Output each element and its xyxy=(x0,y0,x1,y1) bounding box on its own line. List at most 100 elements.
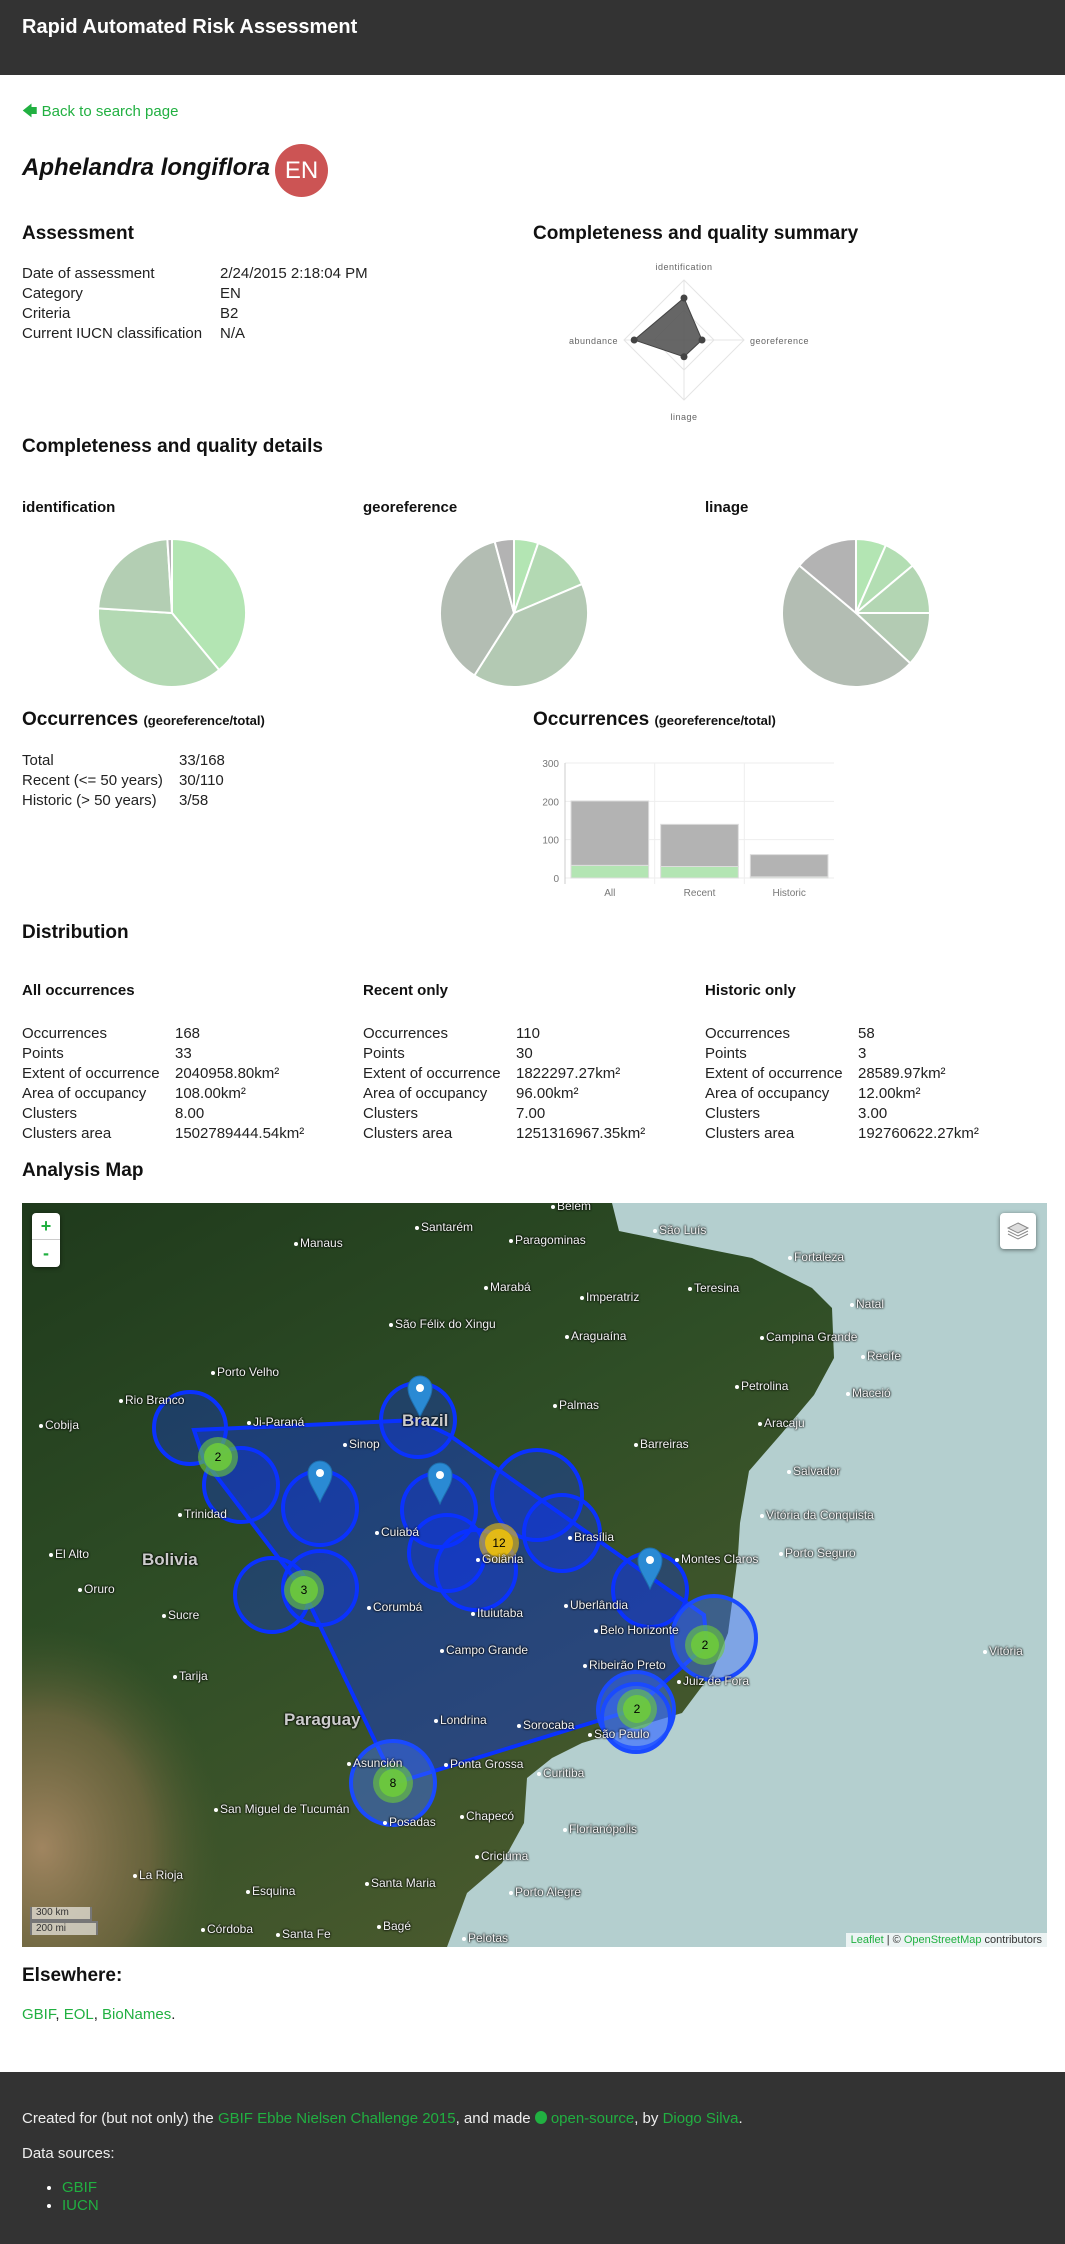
credits-text: , and made xyxy=(455,2110,535,2127)
radar-label-georeference: georeference xyxy=(750,336,809,346)
map-place-label: Santa Fe xyxy=(276,1927,331,1941)
row-label: Occurrences xyxy=(363,1025,449,1042)
elsewhere-links: GBIF, EOL, BioNames. xyxy=(22,2006,176,2023)
map-place-label: Rio Branco xyxy=(119,1393,184,1407)
table-row: Points 33 xyxy=(22,1044,304,1064)
table-row: Area of occupancy 96.00km² xyxy=(363,1084,645,1104)
layers-button[interactable] xyxy=(1000,1213,1036,1249)
eol-link[interactable]: EOL xyxy=(63,2006,94,2023)
table-row: Occurrences 168 xyxy=(22,1024,304,1044)
row-value: 28589.97km² xyxy=(858,1065,946,1082)
challenge-link[interactable]: GBIF Ebbe Nielsen Challenge 2015 xyxy=(217,2110,456,2127)
map-place-label: La Rioja xyxy=(133,1868,183,1882)
row-label: Area of occupancy xyxy=(22,1085,147,1102)
cluster-count: 2 xyxy=(215,1450,222,1464)
gbif-link[interactable]: GBIF xyxy=(22,2006,56,2023)
map-pin-icon xyxy=(407,1375,433,1419)
row-label: Total xyxy=(22,752,54,769)
map-place-label: Maceió xyxy=(846,1386,891,1400)
radar-label-identification: identification xyxy=(655,262,712,272)
zoom-control: + - xyxy=(32,1213,60,1267)
row-label: Recent (<= 50 years) xyxy=(22,772,163,789)
credits-text: . xyxy=(738,2110,743,2127)
cluster-count: 12 xyxy=(492,1536,506,1550)
row-value: 1822297.27km² xyxy=(516,1065,621,1082)
row-label: Clusters area xyxy=(22,1125,112,1142)
distribution-group-title: Recent only xyxy=(363,982,449,999)
row-value: 33/168 xyxy=(179,752,225,769)
row-label: Category xyxy=(22,285,83,302)
table-row: Current IUCN classification N/A xyxy=(22,324,368,344)
map-place-label: São Luís xyxy=(653,1223,706,1237)
map-place-label: Sinop xyxy=(343,1437,380,1451)
pie-slice xyxy=(166,537,173,614)
row-value: 7.00 xyxy=(516,1105,546,1122)
map-pin-icon xyxy=(427,1462,453,1506)
zoom-in-button[interactable]: + xyxy=(32,1213,60,1240)
map-place-label: Paragominas xyxy=(509,1233,586,1247)
x-tick-label: Historic xyxy=(772,888,805,899)
analysis-map[interactable]: 2 3 12 2 2 8 Belém Santarém Manaus São Luís Parag… xyxy=(22,1203,1047,1947)
table-row: Area of occupancy 108.00km² xyxy=(22,1084,304,1104)
table-row: Clusters 8.00 xyxy=(22,1104,304,1124)
bar-historic-series-1 xyxy=(749,854,829,878)
map-place-label: Montes Claros xyxy=(675,1552,758,1566)
map-attribution: Leaflet | © OpenStreetMap contributors xyxy=(845,1933,1047,1947)
row-label: Clusters area xyxy=(705,1125,795,1142)
map-place-label: São Paulo xyxy=(588,1727,649,1741)
table-row: Total 33/168 xyxy=(22,751,225,771)
pie-slice xyxy=(472,582,589,688)
row-label: Clusters area xyxy=(363,1125,453,1142)
source-iucn-link[interactable]: IUCN xyxy=(62,2197,99,2214)
map-place-label: Vitória xyxy=(983,1644,1023,1658)
heading-subtext: (georeference/total) xyxy=(654,713,776,728)
open-source-label: open-source xyxy=(550,2110,635,2127)
bar-all-series-0 xyxy=(570,864,650,879)
occurrences-chart-heading: Occurrences (georeference/total) xyxy=(533,709,776,731)
back-to-search-link[interactable]: 🡄 Back to search page xyxy=(22,101,178,126)
row-value: 110 xyxy=(516,1025,540,1042)
zoom-out-button[interactable]: - xyxy=(43,1243,49,1263)
row-label: Extent of occurrence xyxy=(363,1065,501,1082)
map-place-label: Criciúma xyxy=(475,1849,528,1863)
map-place-label: Chapecó xyxy=(460,1809,514,1823)
map-place-label: Teresina xyxy=(688,1281,739,1295)
pie-slice xyxy=(97,538,174,615)
open-source-link[interactable]: open-source xyxy=(534,2110,635,2127)
row-label: Points xyxy=(22,1045,64,1062)
row-label: Criteria xyxy=(22,305,71,322)
pie-chart-linage xyxy=(781,537,932,688)
footer-credits: Created for (but not only) the GBIF Ebbe… xyxy=(22,2110,743,2127)
row-label: Extent of occurrence xyxy=(705,1065,843,1082)
radar-area xyxy=(633,297,703,358)
map-place-label: Ji-Paraná xyxy=(247,1415,304,1429)
top-navbar: Rapid Automated Risk Assessment xyxy=(0,0,1065,75)
map-place-label: Vitória da Conquista xyxy=(760,1508,874,1522)
row-label: Occurrences xyxy=(705,1025,791,1042)
map-place-label: São Félix do Xingu xyxy=(389,1317,496,1331)
map-place-label: Imperatriz xyxy=(580,1290,639,1304)
distribution-table: Occurrences 110 Points 30 Extent of occurren… xyxy=(363,1024,645,1144)
table-row: Extent of occurrence 28589.97km² xyxy=(705,1064,979,1084)
pie-chart-georeference xyxy=(439,537,589,688)
app-title[interactable]: Rapid Automated Risk Assessment xyxy=(22,16,358,38)
map-place-label: Sucre xyxy=(162,1608,199,1622)
map-place-label: Florianópolis xyxy=(563,1822,637,1836)
bionames-link[interactable]: BioNames xyxy=(102,2006,172,2023)
cluster-count: 2 xyxy=(702,1638,709,1652)
pie-title-identification: identification xyxy=(22,499,116,516)
row-value: 2/24/2015 2:18:04 PM xyxy=(220,265,368,282)
map-place-label: Manaus xyxy=(294,1236,343,1250)
table-row: Extent of occurrence 1822297.27km² xyxy=(363,1064,645,1084)
map-place-label: Araguaína xyxy=(565,1329,626,1343)
map-tiles[interactable]: 2 3 12 2 2 8 xyxy=(22,1203,1047,1947)
leaflet-link[interactable]: Leaflet xyxy=(850,1934,884,1946)
osm-link[interactable]: OpenStreetMap xyxy=(903,1934,982,1946)
row-value: 58 xyxy=(858,1025,875,1042)
attribution-sep: | © xyxy=(883,1934,904,1946)
occurrences-table: Total 33/168 Recent (<= 50 years) 30/110 H… xyxy=(22,751,225,811)
source-gbif-link[interactable]: GBIF xyxy=(62,2179,98,2196)
author-link[interactable]: Diogo Silva xyxy=(662,2110,739,2127)
row-label: Clusters xyxy=(705,1105,761,1122)
row-value: 30/110 xyxy=(179,772,224,789)
